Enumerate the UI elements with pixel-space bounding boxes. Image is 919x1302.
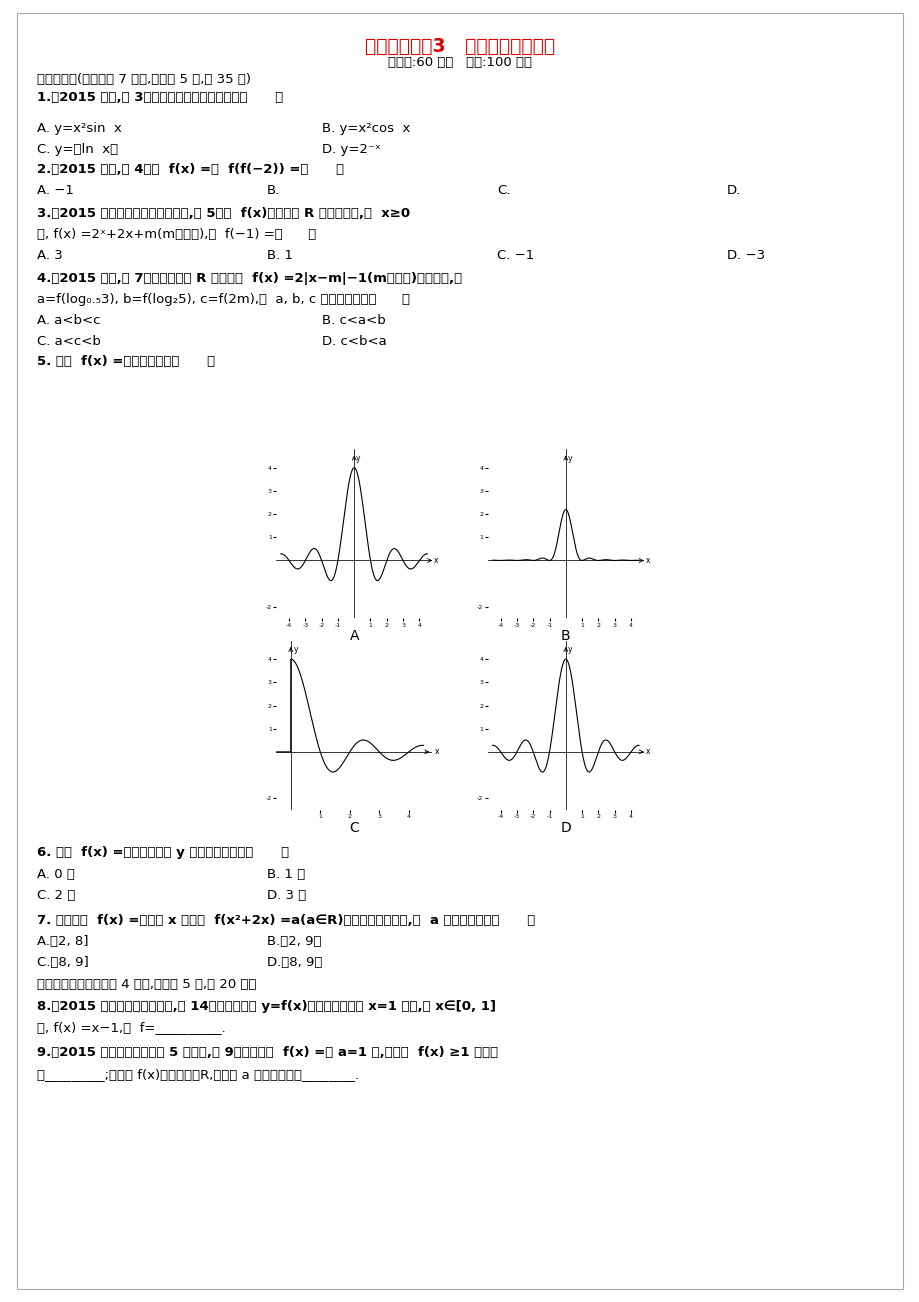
Text: B.（2, 9）: B.（2, 9） <box>267 935 321 948</box>
Text: 1.（2015 北京,文 3）下列函数中为偶函数的是（      ）: 1.（2015 北京,文 3）下列函数中为偶函数的是（ ） <box>37 91 283 104</box>
Text: 一、选择题(本大题共 7 小题,每小题 5 分,共 35 分): 一、选择题(本大题共 7 小题,每小题 5 分,共 35 分) <box>37 73 251 86</box>
Text: 时, f(x) =2ˣ+2x+m(m为常数),则  f(−1) =（      ）: 时, f(x) =2ˣ+2x+m(m为常数),则 f(−1) =（ ） <box>37 228 316 241</box>
Text: 9.（2015 浙江宁波镇海中学 5 月模拟,文 9）已知函数  f(x) =当 a=1 时,不等式  f(x) ≥1 的解集: 9.（2015 浙江宁波镇海中学 5 月模拟,文 9）已知函数 f(x) =当 … <box>37 1046 497 1059</box>
Text: A. y=x²sin  x: A. y=x²sin x <box>37 122 121 135</box>
Text: x: x <box>645 747 650 756</box>
Text: A. −1: A. −1 <box>37 184 74 197</box>
Text: a=f(log₀.₅3), b=f(log₂5), c=f(2m),则  a, b, c 的大小关系为（      ）: a=f(log₀.₅3), b=f(log₂5), c=f(2m),则 a, b… <box>37 293 409 306</box>
Text: 8.（2015 浙江第一次五校联考,文 14）已知偶函数 y=f(x)的图象关于直线 x=1 对称,且 x∈[0, 1]: 8.（2015 浙江第一次五校联考,文 14）已知偶函数 y=f(x)的图象关于… <box>37 1000 495 1013</box>
Text: x: x <box>434 556 438 565</box>
Text: D. c<b<a: D. c<b<a <box>322 335 386 348</box>
Text: 5. 函数  f(x) =的图象大致是（      ）: 5. 函数 f(x) =的图象大致是（ ） <box>37 355 215 368</box>
Text: 二、填空题（本大题共 4 小题,每小题 5 分,共 20 分）: 二、填空题（本大题共 4 小题,每小题 5 分,共 20 分） <box>37 978 256 991</box>
Text: y: y <box>293 644 298 654</box>
Text: B: B <box>561 629 570 643</box>
Text: D: D <box>560 820 571 835</box>
Text: B. 1 对: B. 1 对 <box>267 868 305 881</box>
Text: D. y=2⁻ˣ: D. y=2⁻ˣ <box>322 143 380 156</box>
Text: A.（2, 8]: A.（2, 8] <box>37 935 88 948</box>
Text: y: y <box>567 453 572 462</box>
Text: C. a<c<b: C. a<c<b <box>37 335 100 348</box>
Text: x: x <box>435 747 439 756</box>
Text: C. −1: C. −1 <box>496 249 533 262</box>
Text: x: x <box>645 556 650 565</box>
Text: A: A <box>349 629 358 643</box>
Text: C. 2 对: C. 2 对 <box>37 889 75 902</box>
Text: C. y=｜ln  x｜: C. y=｜ln x｜ <box>37 143 118 156</box>
Text: 专题能力训练3   函数的图象与性质: 专题能力训练3 函数的图象与性质 <box>365 38 554 56</box>
Text: 是_________;若函数 f(x)的定义域为R,则实数 a 的取值范围是________.: 是_________;若函数 f(x)的定义域为R,则实数 a 的取值范围是__… <box>37 1068 358 1081</box>
Text: y: y <box>356 453 360 462</box>
Text: 4.（2015 天津,文 7）已知定义在 R 上的函数  f(x) =2|x−m|−1(m为实数)为偶函数,记: 4.（2015 天津,文 7）已知定义在 R 上的函数 f(x) =2|x−m|… <box>37 272 461 285</box>
Text: C: C <box>349 820 358 835</box>
Text: B. c<a<b: B. c<a<b <box>322 314 385 327</box>
Text: 7. 已知函数  f(x) =若关于 x 的方程  f(x²+2x) =a(a∈R)有六个不同的实根,则  a 的取值范围是（      ）: 7. 已知函数 f(x) =若关于 x 的方程 f(x²+2x) =a(a∈R)… <box>37 914 535 927</box>
Text: B.: B. <box>267 184 279 197</box>
Text: D. 3 对: D. 3 对 <box>267 889 306 902</box>
Text: B. 1: B. 1 <box>267 249 292 262</box>
Text: C.（8, 9]: C.（8, 9] <box>37 956 88 969</box>
Text: （时间:60 分钟   满分:100 分）: （时间:60 分钟 满分:100 分） <box>388 56 531 69</box>
Text: 时, f(x) =x−1,则  f=__________.: 时, f(x) =x−1,则 f=__________. <box>37 1021 225 1034</box>
Text: A. 3: A. 3 <box>37 249 62 262</box>
Text: D. −3: D. −3 <box>726 249 764 262</box>
Text: y: y <box>567 644 572 654</box>
Text: 3.（2015 浙江重点中学协作体二适,文 5）设  f(x)为定义在 R 上的奇函数,当  x≥0: 3.（2015 浙江重点中学协作体二适,文 5）设 f(x)为定义在 R 上的奇… <box>37 207 410 220</box>
Text: D.（8, 9）: D.（8, 9） <box>267 956 322 969</box>
Text: B. y=x²cos  x: B. y=x²cos x <box>322 122 410 135</box>
Text: D.: D. <box>726 184 740 197</box>
Text: 6. 函数  f(x) =的图象上关于 y 轴对称的点共有（      ）: 6. 函数 f(x) =的图象上关于 y 轴对称的点共有（ ） <box>37 846 289 859</box>
Text: A. 0 对: A. 0 对 <box>37 868 74 881</box>
Text: A. a<b<c: A. a<b<c <box>37 314 100 327</box>
Text: 2.（2015 陕西,文 4）设  f(x) =则  f(f(−2)) =（      ）: 2.（2015 陕西,文 4）设 f(x) =则 f(f(−2)) =（ ） <box>37 163 344 176</box>
Text: C.: C. <box>496 184 510 197</box>
